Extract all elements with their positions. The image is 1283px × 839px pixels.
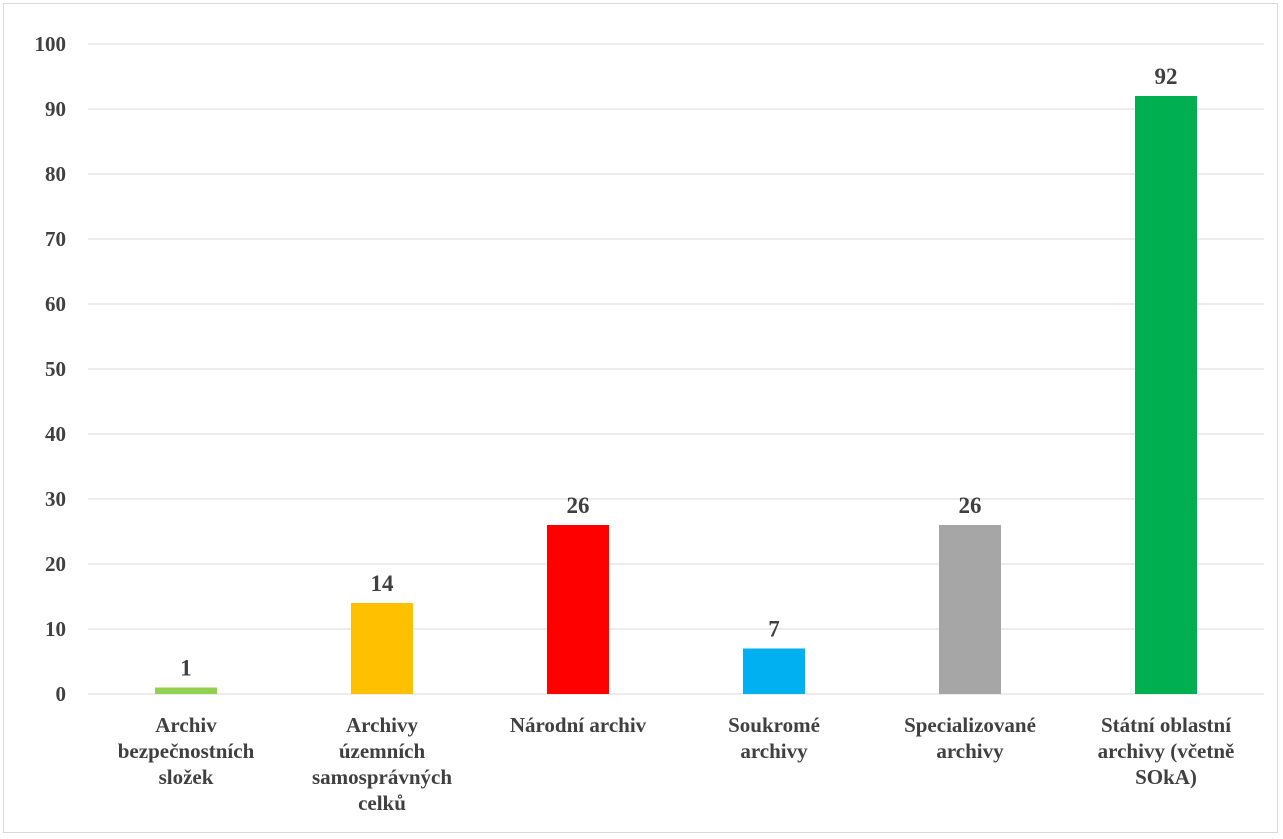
chart-frame: 0 10 20 30 40 50 60 70 80 90 100 1 14 26 7 26 92 Archiv…: [3, 3, 1278, 833]
bar: [351, 603, 413, 694]
x-category-label: Národní archiv: [510, 713, 647, 737]
y-tick-label: 60: [45, 292, 66, 316]
x-category-label-line: celků: [358, 791, 406, 815]
data-label: 92: [1155, 64, 1178, 89]
y-tick-label: 80: [45, 162, 66, 186]
x-category-label-line: SOkA): [1135, 765, 1197, 789]
x-category-label-line: složek: [159, 765, 214, 789]
bar: [1135, 96, 1197, 694]
y-tick-label: 0: [56, 682, 67, 706]
y-tick-label: 40: [45, 422, 66, 446]
bar: [939, 525, 1001, 694]
gridlines: [88, 43, 1264, 695]
data-label: 26: [567, 493, 590, 518]
x-category-label-line: Národní archiv: [510, 713, 647, 737]
y-tick-label: 100: [35, 32, 67, 56]
y-tick-label: 70: [45, 227, 66, 251]
x-category-label: Soukromé archivy: [728, 713, 820, 763]
bar: [547, 525, 609, 694]
data-label: 14: [371, 571, 395, 596]
data-labels: 1 14 26 7 26 92: [180, 64, 1177, 681]
bar-chart: 0 10 20 30 40 50 60 70 80 90 100 1 14 26 7 26 92 Archiv…: [35, 32, 1264, 815]
y-tick-label: 30: [45, 487, 66, 511]
x-category-label-line: Soukromé: [728, 713, 820, 737]
y-tick-label: 90: [45, 97, 66, 121]
y-axis-tick-labels: 0 10 20 30 40 50 60 70 80 90 100: [35, 32, 67, 706]
y-tick-label: 50: [45, 357, 66, 381]
data-label: 7: [768, 617, 780, 642]
x-category-label-line: Státní oblastní: [1101, 713, 1232, 737]
x-category-label-line: samosprávných: [312, 765, 452, 789]
x-category-label-line: archivy: [936, 739, 1004, 763]
data-label: 1: [180, 656, 192, 681]
x-category-label-line: územních: [339, 739, 426, 763]
bars: [155, 96, 1197, 694]
x-category-label: Specializované archivy: [904, 713, 1036, 763]
x-category-label-line: archivy (včetně: [1098, 739, 1235, 763]
y-tick-label: 10: [45, 617, 66, 641]
y-tick-label: 20: [45, 552, 66, 576]
x-category-label: Archiv bezpečnostních složek: [118, 713, 255, 789]
x-category-label-line: Specializované: [904, 713, 1036, 737]
data-label: 26: [959, 493, 982, 518]
x-category-label-line: bezpečnostních: [118, 739, 255, 763]
x-category-label-line: Archivy: [346, 713, 418, 737]
x-category-label-line: Archiv: [155, 713, 217, 737]
x-category-label: Státní oblastní archivy (včetně SOkA): [1098, 713, 1235, 789]
x-category-label: Archivy územních samosprávných celků: [312, 713, 452, 815]
x-axis-category-labels: Archiv bezpečnostních složek Archivy územníc…: [118, 713, 1235, 815]
x-category-label-line: archivy: [740, 739, 808, 763]
bar: [155, 687, 217, 694]
bar: [743, 648, 805, 694]
